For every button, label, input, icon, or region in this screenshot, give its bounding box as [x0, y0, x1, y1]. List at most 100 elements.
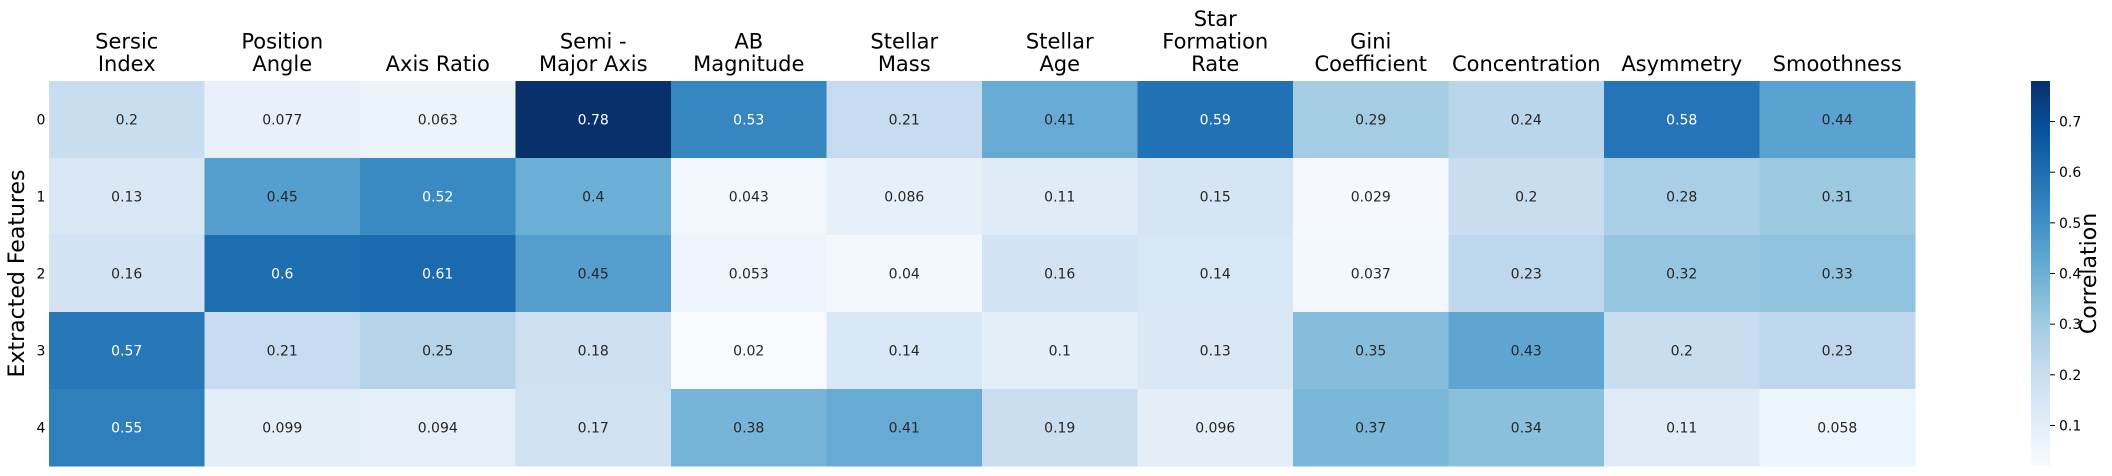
column-label: Stellar — [1026, 30, 1094, 54]
row-label: 2 — [37, 267, 46, 283]
column-label: Smoothness — [1773, 52, 1902, 76]
cell-value-label: 0.099 — [262, 421, 302, 437]
colorbar-tick-label: 0.2 — [2059, 368, 2081, 384]
cell-value-label: 0.34 — [1511, 421, 1542, 437]
heatmap-cell — [49, 235, 205, 313]
cell-value-label: 0.6 — [271, 267, 293, 283]
cell-value-label: 0.2 — [1515, 190, 1537, 206]
heatmap-cell — [982, 158, 1138, 236]
column-label: Coefficient — [1314, 52, 1427, 76]
heatmap-cell — [826, 389, 983, 467]
heatmap-cell — [1759, 158, 1916, 236]
colorbar-tick-label: 0.6 — [2059, 165, 2081, 181]
heatmap-cell — [1137, 235, 1294, 313]
cell-value-label: 0.13 — [111, 190, 142, 206]
heatmap-cell — [204, 389, 361, 467]
cell-value-label: 0.45 — [578, 267, 609, 283]
cell-value-label: 0.14 — [889, 344, 920, 360]
heatmap-cell — [1293, 235, 1449, 313]
column-label: Position — [241, 30, 323, 54]
cell-value-label: 0.04 — [889, 267, 920, 283]
heatmap-cell — [49, 81, 205, 159]
heatmap-cell — [671, 235, 827, 313]
heatmap-cell — [515, 81, 672, 159]
heatmap-cell — [1293, 81, 1449, 159]
heatmap-cell — [360, 158, 516, 236]
row-label: 4 — [37, 421, 46, 437]
colorbar-gradient — [2031, 81, 2050, 466]
heatmap-cell — [826, 158, 983, 236]
cell-value-label: 0.53 — [733, 113, 764, 129]
cell-value-label: 0.14 — [1200, 267, 1231, 283]
heatmap-cell — [360, 389, 516, 467]
heatmap-cell — [982, 235, 1138, 313]
cell-value-label: 0.11 — [1044, 190, 1075, 206]
heatmap-cell — [360, 312, 516, 390]
heatmap-cell — [982, 389, 1138, 467]
cell-value-label: 0.45 — [267, 190, 298, 206]
cell-value-label: 0.16 — [1044, 267, 1075, 283]
cell-value-label: 0.41 — [1044, 113, 1075, 129]
y-axis-title: Extracted Features — [5, 170, 30, 378]
heatmap-cell — [671, 312, 827, 390]
column-label: Concentration — [1452, 52, 1601, 76]
heatmap-cell — [204, 81, 361, 159]
column-label: Rate — [1191, 52, 1239, 76]
cell-value-label: 0.096 — [1195, 421, 1235, 437]
heatmap-cell — [1759, 235, 1916, 313]
cell-value-label: 0.4 — [582, 190, 604, 206]
cell-value-label: 0.21 — [889, 113, 920, 129]
heatmap-cell — [515, 235, 672, 313]
colorbar-title: Correlation — [2077, 213, 2102, 334]
cell-value-label: 0.2 — [116, 113, 138, 129]
column-label: Magnitude — [693, 52, 804, 76]
heatmap-cell — [204, 158, 361, 236]
column-label: AB — [734, 30, 763, 54]
column-label: Age — [1039, 52, 1080, 76]
column-label: Major Axis — [539, 52, 648, 76]
cell-value-label: 0.32 — [1666, 267, 1697, 283]
heatmap-cell — [826, 312, 983, 390]
cell-value-label: 0.21 — [267, 344, 298, 360]
cell-value-label: 0.78 — [578, 113, 609, 129]
heatmap-cell — [1293, 312, 1449, 390]
heatmap-cell — [204, 235, 361, 313]
cell-value-label: 0.37 — [1355, 421, 1386, 437]
row-labels: 0 1 2 3 4 — [37, 113, 46, 437]
heatmap-cell — [1604, 312, 1760, 390]
heatmap-cell — [49, 158, 205, 236]
heatmap-cell — [671, 389, 827, 467]
heatmap-cell — [1293, 158, 1449, 236]
heatmap-cell — [1448, 81, 1605, 159]
row-label: 1 — [37, 190, 46, 206]
cell-value-label: 0.058 — [1817, 421, 1857, 437]
heatmap-cell — [982, 81, 1138, 159]
cell-value-label: 0.58 — [1666, 113, 1697, 129]
column-label: Index — [98, 52, 156, 76]
column-label: Axis Ratio — [386, 52, 490, 76]
column-label: Semi - — [560, 30, 627, 54]
cell-value-label: 0.31 — [1822, 190, 1853, 206]
heatmap-cell — [1137, 312, 1294, 390]
colorbar-tick-label: 0.4 — [2059, 267, 2081, 283]
cell-value-label: 0.2 — [1671, 344, 1693, 360]
cell-value-label: 0.38 — [733, 421, 764, 437]
row-label: 3 — [37, 344, 46, 360]
column-label: Formation — [1162, 30, 1268, 54]
heatmap-cell — [515, 389, 672, 467]
cell-value-label: 0.23 — [1822, 344, 1853, 360]
cell-value-label: 0.43 — [1511, 344, 1542, 360]
cell-value-label: 0.41 — [889, 421, 920, 437]
heatmap-cell — [1448, 389, 1605, 467]
heatmap-cell — [1448, 312, 1605, 390]
heatmap-cell — [360, 235, 516, 313]
heatmap-cell — [671, 81, 827, 159]
cell-value-label: 0.24 — [1511, 113, 1542, 129]
cell-value-label: 0.094 — [418, 421, 458, 437]
colorbar-tick-label: 0.3 — [2059, 317, 2081, 333]
heatmap-cell — [1759, 81, 1916, 159]
heatmap-cell — [826, 81, 983, 159]
cell-value-label: 0.19 — [1044, 421, 1075, 437]
column-label: Stellar — [870, 30, 938, 54]
